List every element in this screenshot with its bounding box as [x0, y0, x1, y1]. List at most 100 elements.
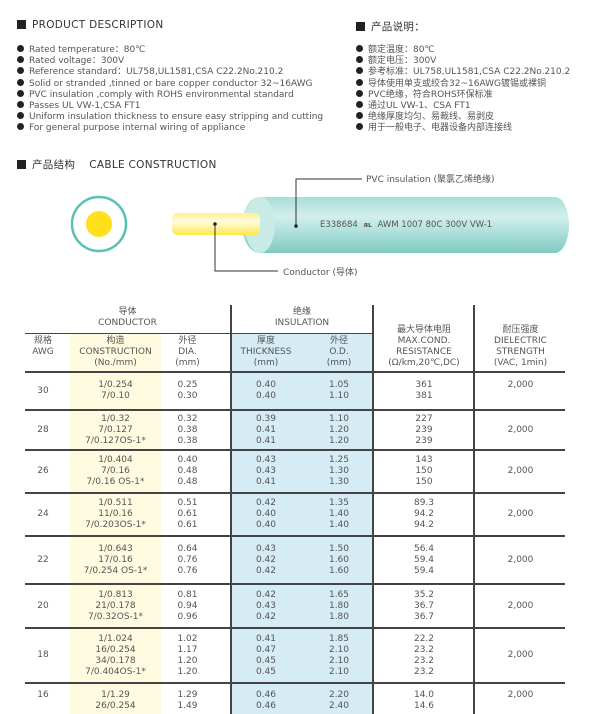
- od-cell-line: 1.40: [328, 509, 350, 519]
- row-divider: [25, 449, 565, 451]
- dia-cell-line: 1.02: [177, 633, 198, 644]
- resistance-cell: 227 239 239: [374, 414, 474, 447]
- insulation-label: PVC insulation (聚氯乙烯绝缘): [366, 175, 495, 185]
- list-item: Passes UL VW-1,CSA FT1: [17, 101, 323, 112]
- header-dia-line: (mm): [175, 358, 200, 368]
- dia-cell-line: 0.81: [177, 589, 198, 600]
- resistance-cell-line: 36.7: [413, 611, 435, 622]
- dielectric-cell: 2,000: [476, 509, 565, 520]
- od-cell: 1.50 1.60 1.60: [305, 544, 373, 577]
- resistance-cell-line: 361: [415, 380, 433, 390]
- header-od-line: 外径: [329, 336, 348, 346]
- dia-cell-line: 1.20: [177, 666, 198, 677]
- od-cell-line: 1.40: [328, 520, 350, 530]
- construction-cell: 1/0.813 21/0.178 7/0.32OS-1*: [70, 590, 161, 623]
- construction-cell-line: 7/0.203OS-1*: [85, 520, 146, 530]
- thickness-cell-line: 0.43: [255, 543, 277, 554]
- thickness-cell-line: 0.41: [255, 424, 277, 435]
- dielectric-cell-line: 2,000: [507, 509, 534, 519]
- insulation-column-bg: [231, 333, 373, 714]
- header-dielectric-line: STRENGTH: [496, 347, 545, 357]
- resistance-cell-line: 14.0: [413, 690, 435, 700]
- construction-cell-line: 1/0.254: [98, 380, 133, 390]
- construction-cell: 1/0.254 7/0.10: [70, 380, 161, 402]
- resistance-cell-line: 94.2: [413, 520, 435, 530]
- dia-cell: 0.51 0.61 0.61: [165, 498, 210, 531]
- dielectric-cell: 2,000: [476, 380, 565, 391]
- insulation-group-header-en: INSULATION: [274, 318, 330, 328]
- od-cell-line: 1.20: [328, 435, 350, 446]
- od-cell-line: 1.20: [328, 424, 350, 435]
- thickness-cell-line: 0.43: [255, 466, 277, 476]
- od-cell: 1.25 1.30 1.30: [305, 455, 373, 488]
- dia-cell: 0.40 0.48 0.48: [165, 455, 210, 488]
- header-od-line: O.D.: [329, 347, 349, 357]
- construction-cell-line: 7/0.10: [101, 391, 130, 401]
- dielectric-cell: 2,000: [476, 690, 565, 701]
- resistance-cell-line: 239: [415, 424, 433, 435]
- product-description-cn-list: 额定温度：80℃ 额定电压：300V 参考标准：UL758,UL1581,CSA C…: [356, 45, 570, 135]
- od-cell-line: 1.30: [328, 477, 350, 487]
- od-cell: 1.10 1.20 1.20: [305, 414, 373, 447]
- list-item: 导体使用单支或绞合32~16AWG镀锡或裸铜: [356, 79, 570, 90]
- thickness-cell: 0.42 0.40 0.40: [231, 498, 301, 531]
- header-thickness: 厚度 THICKNESS (mm): [231, 336, 301, 369]
- dielectric-cell-line: 2,000: [507, 380, 534, 390]
- dia-cell: 0.81 0.94 0.96: [165, 590, 210, 623]
- header-awg-line: 规格: [33, 336, 52, 346]
- construction-cell-line: 1/1.29: [101, 690, 130, 700]
- thickness-cell-line: 0.47: [255, 644, 277, 655]
- construction-cell-line: 1/0.511: [98, 498, 133, 508]
- construction-cell-line: 1/0.643: [98, 543, 133, 554]
- thickness-cell-line: 0.42: [255, 611, 277, 622]
- construction-cell-line: 26/0.254: [95, 701, 136, 711]
- thickness-cell: 0.41 0.47 0.45 0.45: [231, 634, 301, 678]
- resistance-cell-line: 59.4: [413, 565, 435, 576]
- row-divider: [25, 682, 565, 684]
- header-dielectric: 耐压强度 DIELECTRIC STRENGTH (VAC, 1min): [476, 325, 565, 369]
- thickness-cell-line: 0.41: [255, 477, 277, 487]
- product-description-heading: PRODUCT DESCRIPTION: [17, 19, 164, 31]
- dielectric-cell-line: 2,000: [507, 650, 534, 660]
- list-item: Rated voltage：300V: [17, 56, 323, 67]
- square-bullet-icon: [17, 160, 26, 169]
- awg-cell-line: 30: [37, 385, 49, 396]
- header-od-line: (mm): [326, 358, 352, 368]
- list-item: Uniform insulation thickness to ensure e…: [17, 112, 323, 123]
- resistance-cell-line: 381: [415, 391, 433, 401]
- construction-cell-line: 7/0.16 OS-1*: [86, 477, 145, 487]
- construction-cell-line: 7/0.404OS-1*: [85, 666, 146, 677]
- dia-cell-line: 0.94: [177, 600, 198, 611]
- thickness-cell-line: 0.42: [255, 589, 277, 600]
- od-cell-line: 1.35: [328, 498, 350, 508]
- header-dielectric-line: DIELECTRIC: [494, 336, 547, 346]
- od-cell-line: 1.80: [328, 611, 350, 622]
- list-item: 参考标准：UL758,UL1581,CSA C22.2No.210.2: [356, 67, 570, 78]
- header-awg: 规格 AWG: [25, 336, 61, 358]
- dia-cell-line: 0.76: [177, 554, 198, 565]
- header-thickness-line: THICKNESS: [240, 347, 292, 357]
- awg-cell: 16: [25, 690, 61, 701]
- resistance-cell-line: 23.2: [413, 655, 435, 666]
- thickness-cell-line: 0.46: [255, 690, 277, 700]
- dielectric-cell-line: 2,000: [507, 690, 534, 700]
- od-cell-line: 2.40: [328, 701, 350, 711]
- awg-cell-line: 28: [37, 424, 49, 435]
- header-awg-line: AWG: [32, 347, 54, 357]
- construction-cell: 1/1.29 26/0.254: [70, 690, 161, 712]
- dia-cell-line: 0.48: [177, 477, 198, 487]
- header-construction: 构造 CONSTRUCTION (No./mm): [70, 336, 161, 369]
- dia-cell-line: 0.64: [177, 543, 198, 554]
- thickness-cell-line: 0.45: [255, 655, 277, 666]
- header-resistance: 最大导体电阻 MAX.COND. RESISTANCE (Ω/km,20℃,DC): [374, 325, 474, 369]
- thickness-cell-line: 0.43: [255, 600, 277, 611]
- awg-cell: 22: [25, 555, 61, 566]
- header-dia-line: DIA.: [178, 347, 197, 357]
- dielectric-cell-line: 2,000: [507, 466, 534, 476]
- resistance-cell-line: 22.2: [413, 633, 435, 644]
- conductor-group-header-en: CONDUCTOR: [98, 318, 157, 328]
- od-cell-line: 1.60: [328, 565, 350, 576]
- awg-cell-line: 20: [37, 600, 49, 611]
- row-divider: [25, 627, 565, 629]
